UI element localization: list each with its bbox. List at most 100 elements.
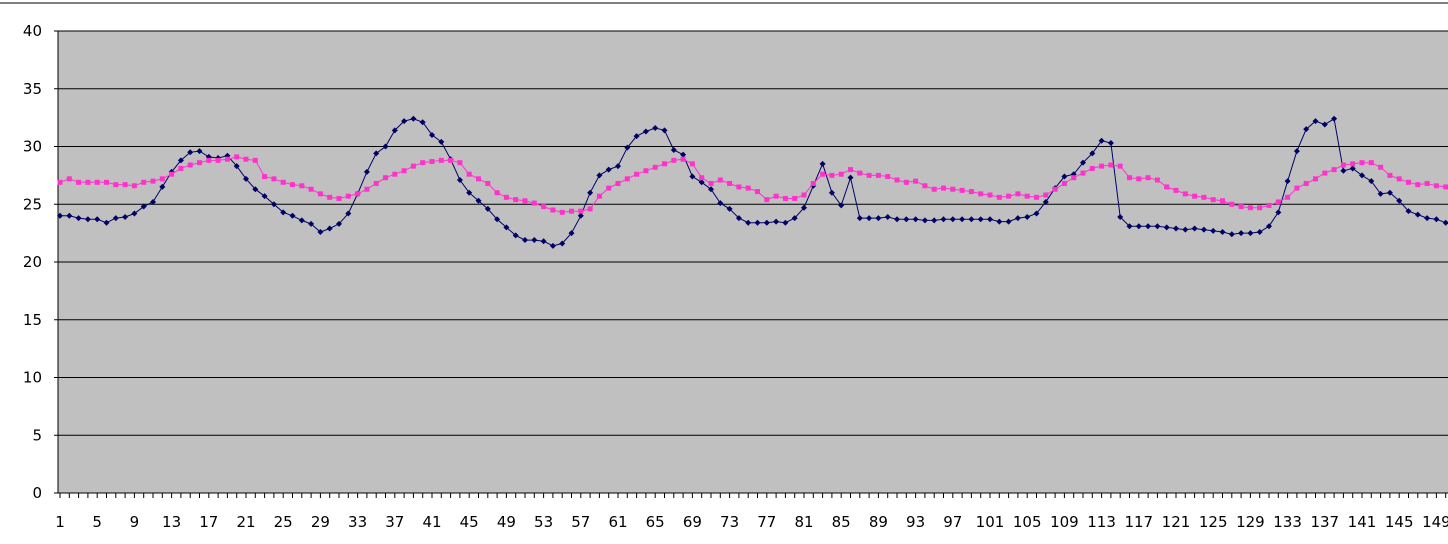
data-point-diamond <box>1256 228 1263 235</box>
data-point-square <box>996 194 1002 200</box>
data-point-square <box>1238 204 1244 210</box>
data-point-diamond <box>66 212 73 219</box>
data-point-diamond <box>456 176 463 183</box>
data-point-square <box>1396 176 1402 182</box>
data-point-square <box>76 179 82 185</box>
data-point-square <box>159 176 165 182</box>
data-point-square <box>466 171 472 177</box>
data-point-diamond <box>233 163 240 170</box>
data-point-square <box>913 178 919 184</box>
data-point-square <box>550 207 556 213</box>
data-point-diamond <box>382 143 389 150</box>
data-point-diamond <box>438 138 445 145</box>
data-point-diamond <box>187 149 194 156</box>
data-point-square <box>810 180 816 186</box>
data-point-diamond <box>1414 211 1421 218</box>
data-point-diamond <box>763 219 770 226</box>
data-point-diamond <box>289 212 296 219</box>
data-point-square <box>1368 160 1374 166</box>
data-point-square <box>596 193 602 199</box>
y-tick-label: 20 <box>23 253 42 271</box>
data-point-diamond <box>308 220 315 227</box>
y-tick-label: 35 <box>23 80 42 98</box>
x-tick-label: 137 <box>1310 513 1339 531</box>
data-point-diamond <box>968 216 975 223</box>
data-point-diamond <box>140 203 147 210</box>
data-point-diamond <box>670 146 677 153</box>
data-point-diamond <box>735 215 742 222</box>
data-point-square <box>699 175 705 181</box>
data-point-diamond <box>1442 219 1448 226</box>
x-tick-label: 117 <box>1124 513 1153 531</box>
data-point-square <box>1406 179 1411 185</box>
data-point-square <box>1424 180 1430 186</box>
data-point-diamond <box>1238 230 1245 237</box>
data-point-square <box>950 186 956 192</box>
x-tick-label: 73 <box>720 513 739 531</box>
x-tick-label: 29 <box>311 513 330 531</box>
data-point-square <box>280 179 286 185</box>
data-point-diamond <box>1098 137 1105 144</box>
x-tick-label: 85 <box>832 513 851 531</box>
data-point-square <box>922 183 928 189</box>
data-point-diamond <box>717 200 724 207</box>
data-point-diamond <box>1228 231 1235 238</box>
data-point-square <box>104 179 109 185</box>
x-tick-label: 77 <box>757 513 776 531</box>
data-point-diamond <box>75 215 82 222</box>
data-point-diamond <box>1033 210 1040 217</box>
data-point-diamond <box>1126 223 1133 230</box>
data-point-diamond <box>531 237 538 244</box>
data-point-diamond <box>1210 227 1217 234</box>
data-point-diamond <box>1405 208 1412 215</box>
data-point-square <box>717 177 723 183</box>
data-point-square <box>1034 194 1039 200</box>
data-point-diamond <box>1014 215 1021 222</box>
data-point-square <box>1313 176 1318 182</box>
data-point-diamond <box>661 127 668 134</box>
data-point-diamond <box>1042 198 1049 205</box>
data-point-diamond <box>1275 209 1282 216</box>
data-point-square <box>1192 193 1198 199</box>
x-tick-label: 13 <box>162 513 181 531</box>
data-point-square <box>1350 161 1356 167</box>
data-point-square <box>727 180 733 186</box>
data-point-diamond <box>689 173 696 180</box>
data-point-diamond <box>642 128 649 135</box>
data-point-diamond <box>112 215 119 222</box>
data-point-square <box>317 191 323 197</box>
data-point-diamond <box>912 216 919 223</box>
data-point-diamond <box>466 189 473 196</box>
data-point-diamond <box>57 212 63 219</box>
data-point-square <box>355 191 361 197</box>
data-point-square <box>513 197 519 203</box>
data-point-square <box>494 190 500 196</box>
data-point-diamond <box>1331 115 1338 122</box>
data-point-diamond <box>159 183 166 190</box>
data-point-square <box>671 157 677 163</box>
x-tick-label: 41 <box>422 513 441 531</box>
data-point-diamond <box>708 186 714 193</box>
data-point-square <box>113 182 119 188</box>
data-point-square <box>187 162 193 168</box>
data-point-diamond <box>1303 126 1310 133</box>
data-point-diamond <box>624 144 631 151</box>
data-point-square <box>978 191 984 197</box>
data-point-diamond <box>931 217 938 224</box>
data-point-square <box>1210 197 1216 203</box>
data-point-diamond <box>791 215 798 222</box>
data-point-square <box>522 198 528 204</box>
data-point-diamond <box>336 220 342 227</box>
x-tick-label: 89 <box>869 513 888 531</box>
data-point-diamond <box>633 133 640 140</box>
data-point-diamond <box>921 217 928 224</box>
y-tick-label: 40 <box>23 22 42 40</box>
data-point-diamond <box>801 204 807 211</box>
data-point-square <box>1182 191 1188 197</box>
data-point-diamond <box>1321 121 1328 128</box>
data-point-square <box>1099 163 1105 169</box>
data-point-diamond <box>549 242 556 249</box>
data-point-diamond <box>540 238 547 245</box>
data-point-square <box>383 175 388 181</box>
data-point-square <box>429 159 435 165</box>
